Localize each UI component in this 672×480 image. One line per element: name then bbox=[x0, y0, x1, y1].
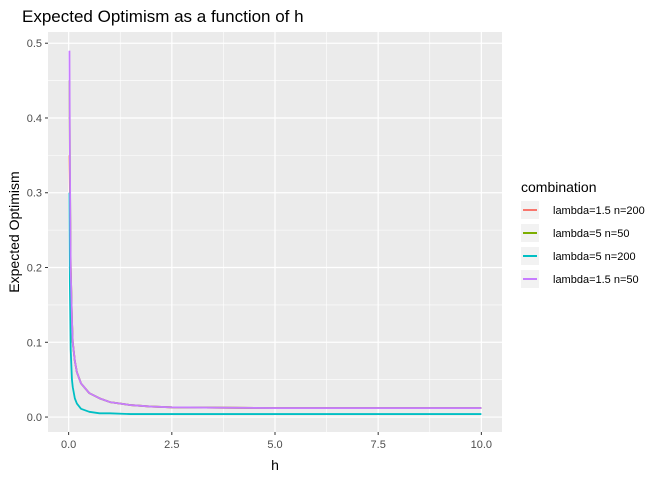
y-tick-label: 0.3 bbox=[27, 188, 42, 200]
x-tick-label: 10.0 bbox=[471, 439, 492, 451]
y-axis-ticks: 0.0 0.1 0.2 0.3 0.4 0.5 bbox=[27, 38, 48, 424]
chart-title: Expected Optimism as a function of h bbox=[22, 7, 304, 26]
x-axis-ticks: 0.0 2.5 5.0 7.5 10.0 bbox=[61, 432, 492, 451]
legend-label: lambda=5 n=200 bbox=[553, 251, 636, 263]
legend-title: combination bbox=[521, 179, 597, 195]
y-tick-label: 0.5 bbox=[27, 38, 42, 50]
series-line-3 bbox=[68, 192, 482, 415]
series-lines bbox=[68, 50, 482, 415]
x-tick-label: 2.5 bbox=[164, 439, 179, 451]
y-tick-label: 0.0 bbox=[27, 412, 42, 424]
y-axis-title: Expected Optimism bbox=[6, 171, 22, 292]
legend-label: lambda=1.5 n=200 bbox=[553, 205, 645, 217]
x-tick-label: 5.0 bbox=[267, 439, 282, 451]
legend-label: lambda=5 n=50 bbox=[553, 228, 629, 240]
series-line-4 bbox=[68, 50, 482, 409]
legend-items: lambda=1.5 n=200 lambda=5 n=50 lambda=5 n=… bbox=[521, 201, 645, 288]
y-tick-label: 0.4 bbox=[27, 113, 42, 125]
y-tick-label: 0.1 bbox=[27, 337, 42, 349]
legend-label: lambda=1.5 n=50 bbox=[553, 274, 639, 286]
y-tick-label: 0.2 bbox=[27, 263, 42, 275]
x-tick-label: 0.0 bbox=[61, 439, 76, 451]
legend: combination lambda=1.5 n=200 lambda=5 n=5… bbox=[521, 179, 645, 288]
x-tick-label: 7.5 bbox=[371, 439, 386, 451]
grid-major bbox=[48, 32, 502, 432]
x-axis-title: h bbox=[271, 457, 279, 473]
